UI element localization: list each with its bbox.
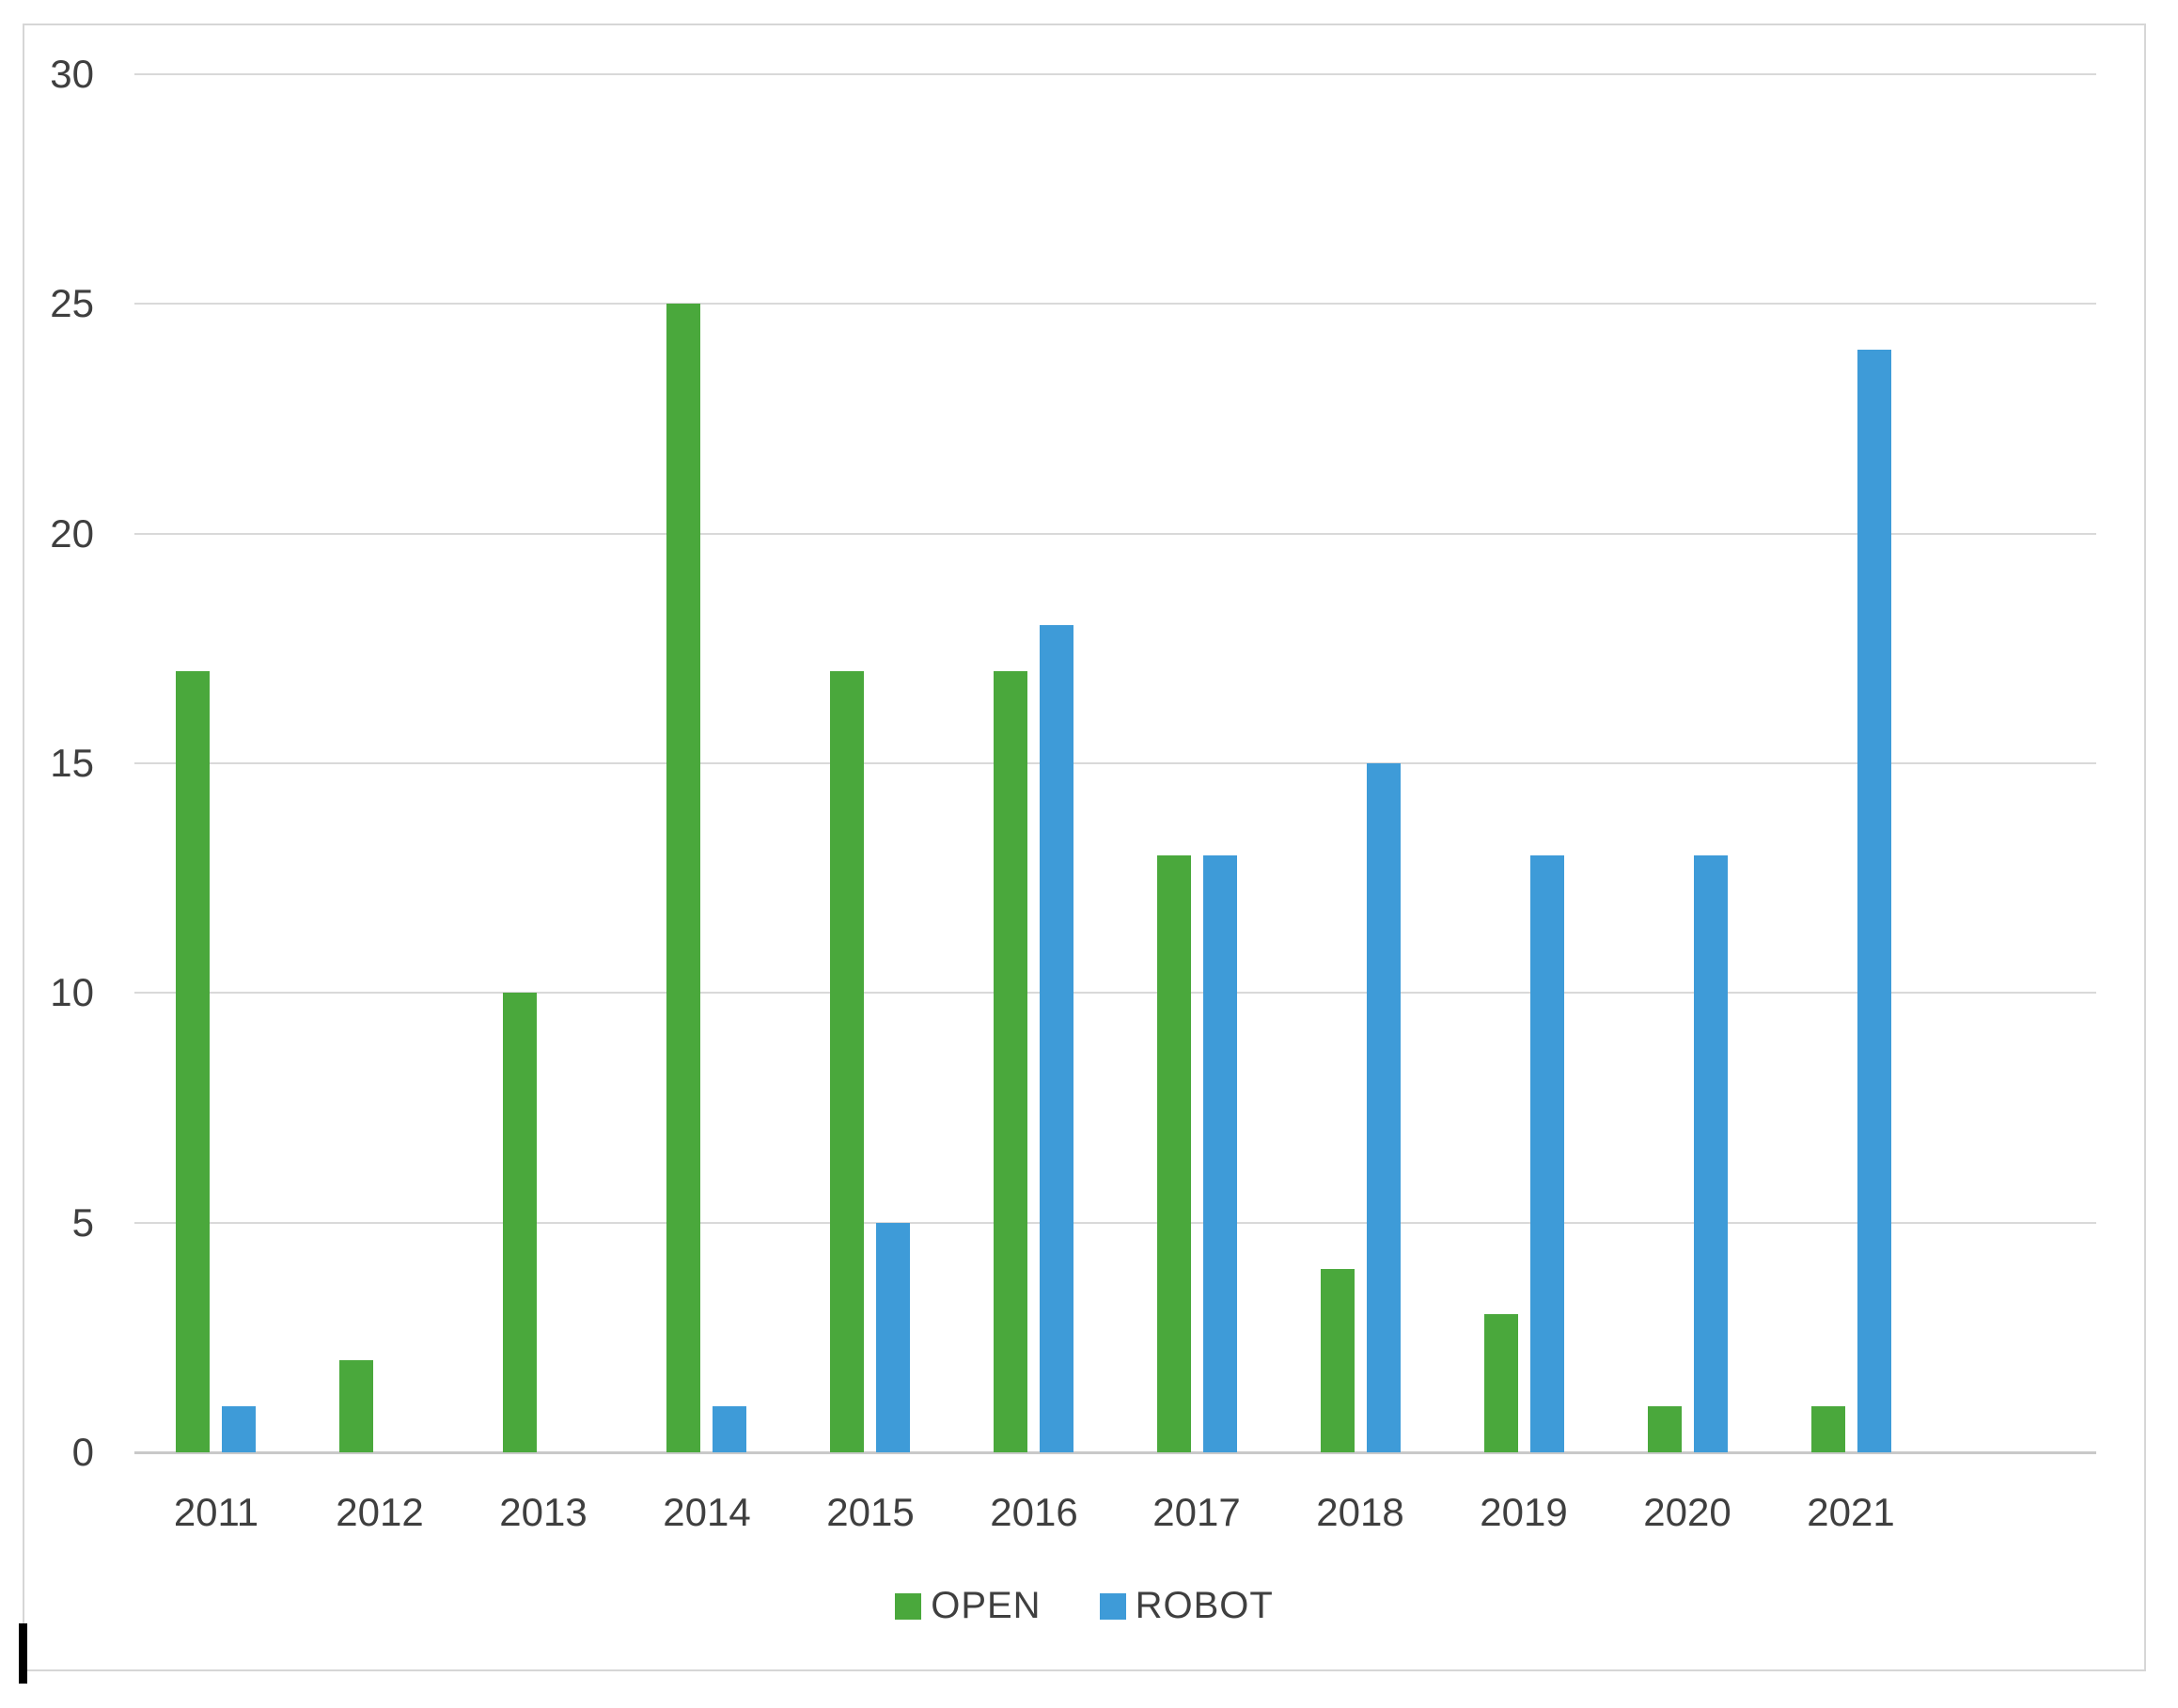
- bar-open-2014: [666, 304, 700, 1452]
- gridline-y-15: [134, 762, 2096, 764]
- text-cursor-artifact: [19, 1623, 27, 1684]
- bar-open-2011: [176, 671, 210, 1452]
- bar-robot-2015: [876, 1223, 910, 1452]
- gridline-y-10: [134, 992, 2096, 994]
- y-axis-tick-label-30: 30: [50, 52, 94, 96]
- y-axis-tick-label-0: 0: [71, 1430, 94, 1474]
- bar-open-2015: [830, 671, 864, 1452]
- y-axis-tick-label-20: 20: [50, 511, 94, 556]
- y-axis-tick-label-10: 10: [50, 970, 94, 1014]
- gridline-y-5: [134, 1222, 2096, 1224]
- x-axis-category-label-2014: 2014: [663, 1490, 751, 1534]
- x-axis-category-label-2016: 2016: [990, 1490, 1078, 1534]
- bar-open-2012: [339, 1360, 373, 1452]
- bar-open-2016: [994, 671, 1027, 1452]
- legend-swatch-open-icon: [895, 1592, 922, 1620]
- x-axis-category-label-2020: 2020: [1643, 1490, 1731, 1534]
- bar-robot-2017: [1203, 855, 1237, 1452]
- bar-robot-2011: [222, 1406, 256, 1452]
- x-axis-category-label-2013: 2013: [499, 1490, 588, 1534]
- bar-open-2019: [1484, 1314, 1518, 1452]
- legend-swatch-robot-icon: [1099, 1592, 1126, 1620]
- bar-open-2021: [1811, 1406, 1845, 1452]
- x-axis-category-label-2012: 2012: [336, 1490, 424, 1534]
- chart-border: [23, 24, 2146, 1671]
- x-axis-category-label-2015: 2015: [826, 1490, 915, 1534]
- gridline-y-30: [134, 73, 2096, 75]
- legend-item-robot: ROBOT: [1099, 1585, 1274, 1627]
- bar-open-2013: [503, 993, 537, 1452]
- bar-robot-2018: [1367, 763, 1401, 1452]
- y-axis-tick-label-25: 25: [50, 281, 94, 325]
- bar-open-2018: [1321, 1269, 1355, 1452]
- bar-robot-2020: [1694, 855, 1728, 1452]
- bar-robot-2019: [1530, 855, 1564, 1452]
- legend-label-open: OPEN: [931, 1585, 1042, 1626]
- legend: OPEN ROBOT: [23, 1585, 2146, 1627]
- x-axis-category-label-2019: 2019: [1480, 1490, 1568, 1534]
- gridline-y-20: [134, 533, 2096, 535]
- gridline-y-25: [134, 303, 2096, 305]
- bar-open-2020: [1648, 1406, 1682, 1452]
- y-axis-tick-label-15: 15: [50, 741, 94, 785]
- x-axis-line: [134, 1451, 2096, 1454]
- legend-item-open: OPEN: [895, 1585, 1041, 1627]
- legend-label-robot: ROBOT: [1135, 1585, 1274, 1626]
- bar-open-2017: [1157, 855, 1191, 1452]
- y-axis-tick-label-5: 5: [71, 1200, 94, 1245]
- x-axis-category-label-2018: 2018: [1316, 1490, 1404, 1534]
- bar-robot-2021: [1857, 350, 1891, 1452]
- x-axis-category-label-2017: 2017: [1152, 1490, 1241, 1534]
- x-axis-category-label-2011: 2011: [173, 1490, 259, 1534]
- bar-robot-2014: [713, 1406, 746, 1452]
- x-axis-category-label-2021: 2021: [1807, 1490, 1895, 1534]
- bar-robot-2016: [1040, 625, 1073, 1452]
